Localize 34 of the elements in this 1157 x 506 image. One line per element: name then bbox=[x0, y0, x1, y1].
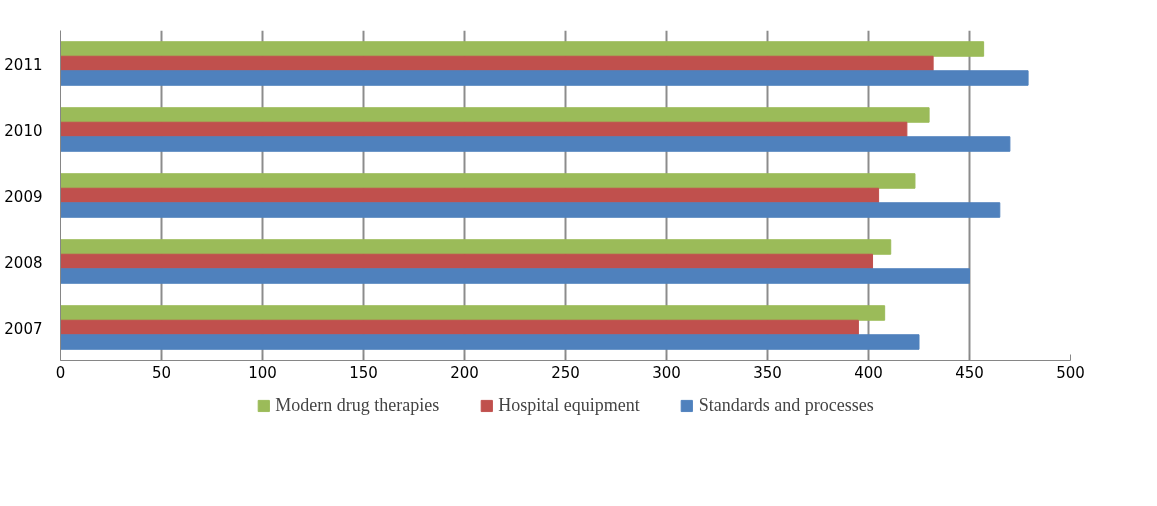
bar bbox=[60, 41, 985, 57]
x-tick-label: 50 bbox=[151, 363, 172, 382]
x-tick-label: 300 bbox=[652, 363, 681, 382]
bar bbox=[60, 187, 880, 204]
bar bbox=[60, 173, 916, 189]
x-tick-label: 350 bbox=[753, 363, 782, 382]
x-tick-label: 200 bbox=[450, 363, 479, 382]
y-tick-label: 2011 bbox=[4, 55, 43, 74]
bar bbox=[60, 305, 886, 321]
bar bbox=[60, 202, 1001, 218]
x-tick-label: 450 bbox=[955, 363, 984, 382]
x-tick-label: 100 bbox=[248, 363, 277, 382]
bar bbox=[60, 253, 874, 270]
x-tick-label: 150 bbox=[349, 363, 378, 382]
x-tick-label: 400 bbox=[854, 363, 883, 382]
y-tick-label: 2007 bbox=[4, 319, 43, 338]
legend-label: Hospital equipment bbox=[498, 394, 640, 416]
x-tick-label: 0 bbox=[55, 363, 66, 382]
y-tick-label: 2008 bbox=[4, 253, 43, 272]
bar bbox=[60, 334, 920, 350]
bar bbox=[60, 239, 892, 255]
x-tick-label: 250 bbox=[551, 363, 580, 382]
x-tick-label: 500 bbox=[1056, 363, 1085, 382]
bar bbox=[60, 107, 930, 123]
bar bbox=[60, 70, 1029, 86]
y-tick-label: 2009 bbox=[4, 187, 43, 206]
y-tick-label: 2010 bbox=[4, 121, 43, 140]
bar bbox=[60, 136, 1011, 152]
legend-label: Modern drug therapies bbox=[275, 394, 440, 416]
legend-label: Standards and processes bbox=[698, 394, 874, 416]
bar bbox=[60, 268, 970, 284]
bar bbox=[60, 55, 934, 72]
bar bbox=[60, 319, 859, 336]
bar bbox=[60, 121, 908, 138]
